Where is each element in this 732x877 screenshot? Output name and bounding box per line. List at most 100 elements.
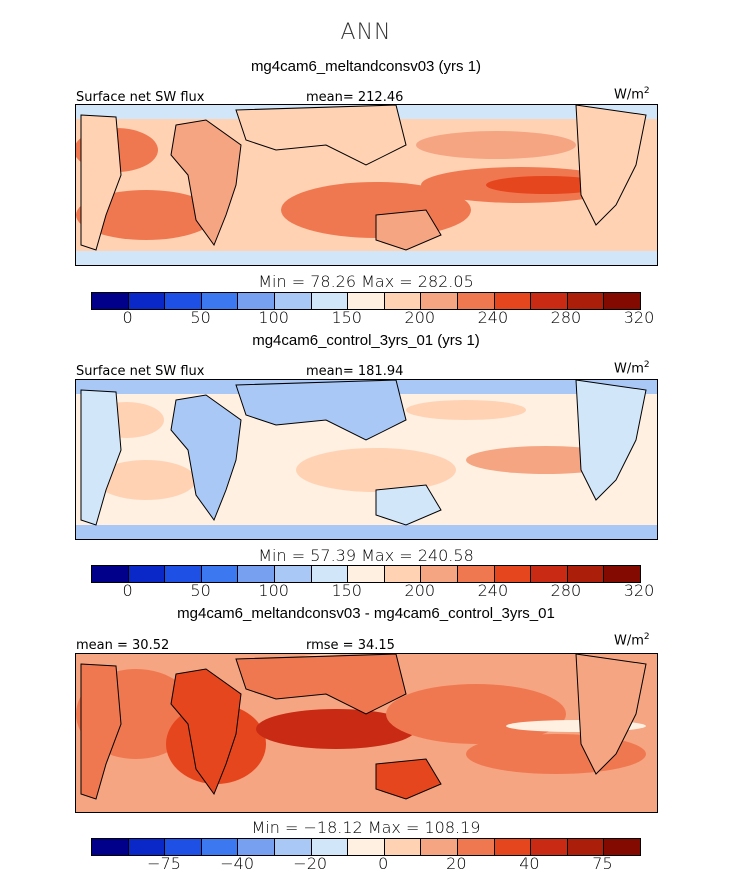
continent-africa bbox=[170, 119, 242, 247]
colorbar-swatch bbox=[457, 839, 495, 855]
field-south-band bbox=[76, 525, 657, 539]
colorbar-swatch bbox=[274, 839, 312, 855]
colorbar-swatch bbox=[201, 293, 239, 309]
continent-south-america bbox=[80, 663, 122, 800]
colorbar-swatch bbox=[421, 293, 458, 309]
colorbar-tick-label: 75 bbox=[592, 854, 613, 873]
colorbar-swatch bbox=[567, 293, 605, 309]
colorbar-swatch bbox=[494, 566, 532, 582]
colorbar-swatch bbox=[165, 566, 202, 582]
colorbar-tick-label: 280 bbox=[550, 581, 582, 600]
continent-australia bbox=[375, 484, 442, 526]
colorbar-swatch bbox=[567, 839, 605, 855]
panel-3-units-text: W/m bbox=[614, 633, 644, 649]
continent-americas-east bbox=[575, 105, 647, 226]
panel-3-units: W/m2 bbox=[614, 632, 650, 648]
panel-3-units-power: 2 bbox=[643, 632, 650, 642]
panel-3-rmse-label: rmse = 34.15 bbox=[306, 638, 395, 653]
colorbar-tick-label: 150 bbox=[331, 308, 362, 327]
colorbar-tick-label: 50 bbox=[190, 581, 211, 600]
colorbar-swatch bbox=[201, 839, 239, 855]
panel-1-min-max: Min = 78.26 Max = 282.05 bbox=[258, 272, 474, 291]
panel-2-colorbar bbox=[91, 565, 641, 583]
panel-1-units-power: 2 bbox=[643, 86, 650, 96]
continent-australia bbox=[375, 758, 442, 800]
colorbar-swatch bbox=[128, 293, 166, 309]
panel-3-colorbar-ticks: −75 −40 −20 0 20 40 75 bbox=[91, 854, 641, 874]
colorbar-swatch bbox=[311, 566, 349, 582]
panel-2-field bbox=[76, 380, 657, 539]
continent-americas-east bbox=[575, 380, 647, 501]
colorbar-swatch bbox=[311, 293, 349, 309]
colorbar-swatch bbox=[494, 293, 532, 309]
colorbar-swatch bbox=[567, 566, 605, 582]
colorbar-swatch bbox=[92, 293, 129, 309]
colorbar-tick-label: 50 bbox=[190, 308, 211, 327]
colorbar-tick-label: 240 bbox=[477, 581, 509, 600]
field-patch bbox=[256, 709, 416, 749]
colorbar-tick-label: 40 bbox=[519, 854, 540, 873]
colorbar-tick-label: −40 bbox=[220, 854, 255, 873]
colorbar-tick-label: 0 bbox=[378, 854, 389, 873]
panel-1-mean-label: mean= 212.46 bbox=[306, 90, 404, 105]
panel-2-min-max: Min = 57.39 Max = 240.58 bbox=[258, 546, 474, 565]
continent-africa bbox=[170, 394, 242, 522]
colorbar-swatch bbox=[165, 839, 202, 855]
panel-1-variable-label: Surface net SW flux bbox=[76, 90, 205, 105]
field-patch bbox=[416, 131, 576, 159]
colorbar-tick-label: 0 bbox=[122, 581, 133, 600]
colorbar-swatch bbox=[384, 839, 422, 855]
continent-asia bbox=[235, 105, 407, 166]
colorbar-swatch bbox=[494, 839, 532, 855]
panel-3-map bbox=[75, 653, 658, 813]
panel-1-units: W/m2 bbox=[614, 86, 650, 102]
colorbar-tick-label: 200 bbox=[404, 581, 436, 600]
panel-2-title: mg4cam6_control_3yrs_01 (yrs 1) bbox=[252, 332, 480, 349]
colorbar-tick-label: −75 bbox=[147, 854, 181, 873]
colorbar-swatch bbox=[274, 293, 312, 309]
continent-australia bbox=[375, 209, 442, 251]
panel-1-colorbar bbox=[91, 292, 641, 310]
panel-2-colorbar-ticks: 0 50 100 150 200 240 280 320 bbox=[91, 581, 654, 601]
panel-1-field bbox=[76, 105, 657, 265]
colorbar-tick-label: 20 bbox=[446, 854, 467, 873]
field-patch bbox=[406, 400, 526, 420]
colorbar-tick-label: 100 bbox=[258, 581, 289, 600]
colorbar-swatch bbox=[604, 293, 640, 309]
colorbar-swatch bbox=[274, 566, 312, 582]
panel-3-min-max: Min = −18.12 Max = 108.19 bbox=[251, 818, 481, 837]
colorbar-tick-label: 100 bbox=[258, 308, 289, 327]
colorbar-swatch bbox=[92, 566, 129, 582]
colorbar-swatch bbox=[201, 566, 239, 582]
panel-3-title: mg4cam6_meltandconsv03 - mg4cam6_control… bbox=[177, 605, 555, 622]
colorbar-swatch bbox=[457, 566, 495, 582]
continent-asia bbox=[235, 380, 407, 441]
colorbar-tick-label: 320 bbox=[623, 308, 655, 327]
panel-2-units-text: W/m bbox=[614, 361, 644, 377]
colorbar-tick-label: 0 bbox=[122, 308, 133, 327]
colorbar-tick-label: −20 bbox=[293, 854, 328, 873]
colorbar-tick-label: 280 bbox=[550, 308, 582, 327]
continent-south-america bbox=[80, 389, 122, 526]
colorbar-swatch bbox=[457, 293, 495, 309]
continent-africa bbox=[170, 668, 242, 796]
panel-2-units-power: 2 bbox=[643, 360, 650, 370]
panel-1-map bbox=[75, 104, 658, 266]
field-patch bbox=[486, 176, 606, 194]
colorbar-swatch bbox=[311, 839, 349, 855]
colorbar-swatch bbox=[238, 566, 275, 582]
colorbar-swatch bbox=[384, 293, 422, 309]
colorbar-swatch bbox=[531, 839, 568, 855]
colorbar-swatch bbox=[348, 839, 385, 855]
colorbar-tick-label: 320 bbox=[623, 581, 655, 600]
panel-1-title: mg4cam6_meltandconsv03 (yrs 1) bbox=[250, 58, 482, 75]
colorbar-swatch bbox=[421, 839, 458, 855]
colorbar-swatch bbox=[604, 566, 640, 582]
field-south-band bbox=[76, 251, 657, 265]
continent-americas-east bbox=[575, 654, 647, 775]
field-patch bbox=[96, 460, 196, 500]
colorbar-tick-label: 240 bbox=[477, 308, 509, 327]
colorbar-tick-label: 150 bbox=[331, 581, 362, 600]
colorbar-swatch bbox=[128, 566, 166, 582]
colorbar-swatch bbox=[531, 293, 568, 309]
